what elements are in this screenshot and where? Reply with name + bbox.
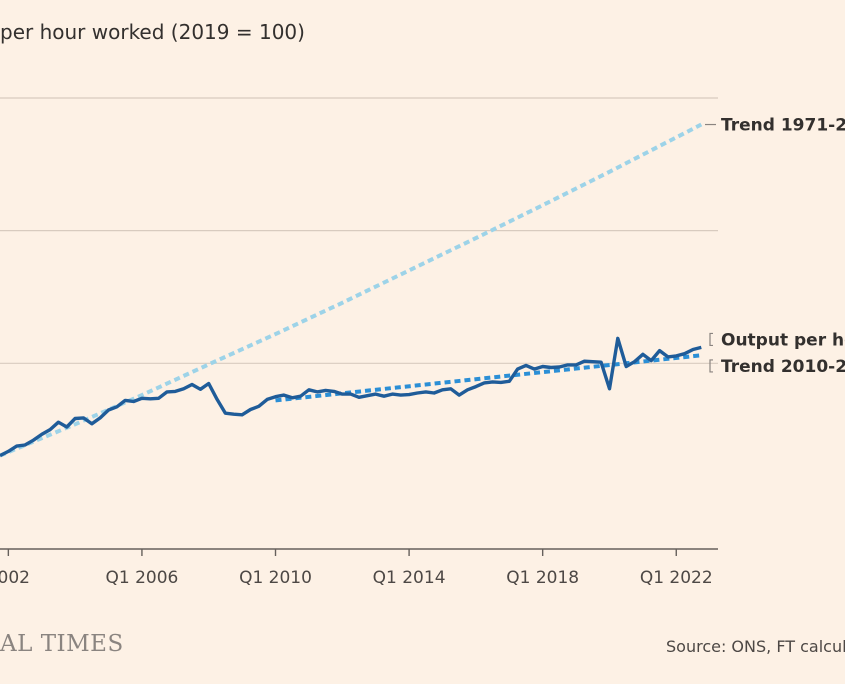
annotation-label-2: Trend 2010-20: [721, 357, 845, 377]
x-tick-label-5: Q1 2022: [640, 568, 713, 588]
annotation-bracket-2: [709, 359, 713, 373]
annotation-label-1: Output per ho: [721, 330, 845, 350]
x-axis: 2002 Q1 2006 Q1 2010 Q1 2014 Q1 2018 Q1 2022: [0, 548, 718, 588]
chart-subtitle: per hour worked (2019 = 100): [0, 20, 305, 44]
x-tick-label-3: Q1 2014: [373, 568, 446, 588]
x-tick-label-4: Q1 2018: [506, 568, 579, 588]
ft-brand-logo: AL TIMES: [0, 631, 124, 657]
x-tick-label-0: 2002: [0, 568, 30, 588]
annotation-label-0: Trend 1971-20: [721, 116, 845, 136]
series-group: [0, 122, 703, 458]
annotations: Trend 1971-20 Output per ho Trend 2010-20: [705, 116, 845, 377]
x-tick-label-2: Q1 2010: [239, 568, 312, 588]
gridlines: [0, 97, 718, 364]
x-tick-label-1: Q1 2006: [105, 568, 178, 588]
series-line-2: [0, 122, 703, 458]
source-note: Source: ONS, FT calcula: [666, 637, 845, 656]
series-line-0: [0, 336, 702, 458]
annotation-bracket-1: [709, 332, 713, 347]
